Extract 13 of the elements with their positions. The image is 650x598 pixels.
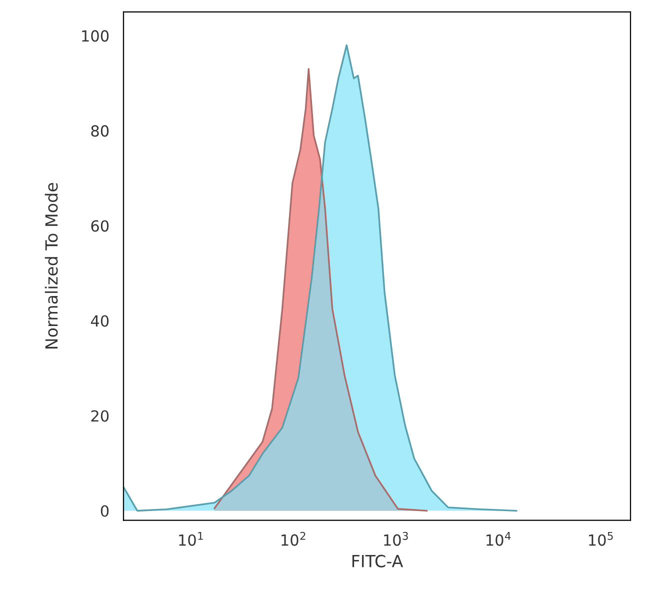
y-tick-label: 60 [91,220,109,232]
y-axis-title: Normalized To Mode [44,182,58,349]
x-tick-label: 10$^{1}$ [179,532,203,546]
y-tick-label: 40 [90,315,109,327]
y-tick-label: 80 [91,125,109,137]
x-axis-title: FITC-A [352,554,404,568]
x-tick-label: 10$^{5}$ [589,532,613,546]
x-tick-label: 10$^{4}$ [486,532,511,546]
y-tick-label: 20 [91,410,109,422]
x-tick-label: 10$^{2}$ [282,532,306,546]
y-tick-label: 0 [100,505,109,517]
x-tick-label: 10$^{3}$ [384,532,408,546]
y-tick-label: 100 [82,30,109,42]
